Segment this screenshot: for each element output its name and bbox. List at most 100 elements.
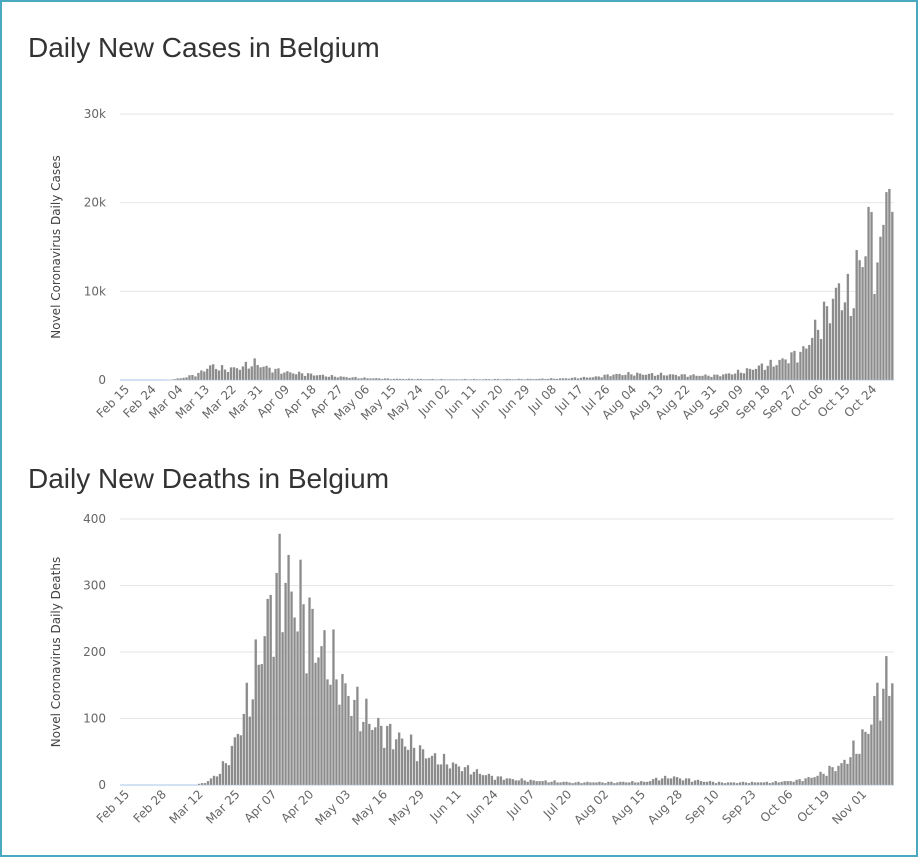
- bar[interactable]: [283, 372, 286, 381]
- bar[interactable]: [466, 764, 470, 786]
- bar[interactable]: [302, 604, 305, 786]
- bar[interactable]: [570, 377, 574, 381]
- bar[interactable]: [265, 365, 268, 381]
- bar[interactable]: [707, 375, 710, 381]
- bar[interactable]: [644, 374, 648, 381]
- bar[interactable]: [330, 374, 334, 381]
- bar[interactable]: [834, 287, 838, 381]
- bar[interactable]: [241, 366, 245, 381]
- bar[interactable]: [813, 776, 816, 786]
- bar[interactable]: [768, 782, 772, 786]
- bar[interactable]: [342, 376, 346, 381]
- bar[interactable]: [323, 629, 326, 786]
- bar[interactable]: [683, 373, 687, 381]
- bar[interactable]: [400, 738, 404, 786]
- bar[interactable]: [573, 377, 577, 381]
- bar[interactable]: [810, 777, 813, 786]
- bar[interactable]: [822, 773, 825, 786]
- bar[interactable]: [793, 350, 796, 381]
- bar[interactable]: [693, 780, 697, 786]
- bar[interactable]: [671, 374, 675, 381]
- bar[interactable]: [624, 782, 628, 786]
- bar[interactable]: [884, 655, 888, 786]
- bar[interactable]: [648, 780, 652, 786]
- bar[interactable]: [795, 779, 799, 786]
- bar[interactable]: [434, 379, 437, 381]
- bar[interactable]: [338, 704, 341, 786]
- bar[interactable]: [217, 370, 221, 381]
- bar[interactable]: [254, 639, 258, 786]
- bar[interactable]: [714, 782, 718, 786]
- bar[interactable]: [520, 378, 523, 381]
- bar[interactable]: [299, 559, 302, 786]
- bar[interactable]: [629, 374, 633, 381]
- bar[interactable]: [199, 370, 203, 381]
- bar[interactable]: [632, 375, 636, 381]
- bar[interactable]: [564, 378, 568, 381]
- bar[interactable]: [364, 698, 368, 786]
- bar[interactable]: [214, 368, 218, 381]
- bar[interactable]: [558, 378, 562, 381]
- bar[interactable]: [526, 781, 530, 786]
- bar[interactable]: [846, 273, 850, 381]
- bar[interactable]: [262, 366, 265, 381]
- bar[interactable]: [753, 782, 757, 786]
- bar[interactable]: [756, 782, 760, 786]
- bar[interactable]: [858, 259, 862, 381]
- bar[interactable]: [419, 378, 423, 381]
- bar[interactable]: [404, 378, 408, 381]
- bar[interactable]: [742, 373, 746, 381]
- bar[interactable]: [855, 249, 859, 381]
- bar[interactable]: [541, 780, 545, 786]
- bar[interactable]: [212, 775, 216, 786]
- bar[interactable]: [300, 373, 304, 381]
- bar[interactable]: [864, 256, 867, 381]
- bar[interactable]: [633, 782, 637, 786]
- bar[interactable]: [589, 782, 592, 786]
- bar[interactable]: [185, 377, 188, 381]
- bar[interactable]: [360, 377, 363, 381]
- bar[interactable]: [662, 375, 666, 381]
- bar[interactable]: [312, 375, 316, 381]
- bar[interactable]: [748, 368, 752, 381]
- bar[interactable]: [311, 608, 314, 786]
- bar[interactable]: [475, 379, 479, 381]
- bar[interactable]: [705, 781, 709, 786]
- bar[interactable]: [555, 378, 559, 381]
- bar[interactable]: [775, 364, 779, 381]
- bar[interactable]: [798, 778, 802, 786]
- bar[interactable]: [499, 379, 503, 381]
- bar[interactable]: [339, 376, 343, 381]
- bar[interactable]: [251, 699, 255, 786]
- bar[interactable]: [732, 782, 736, 786]
- bar[interactable]: [754, 368, 758, 381]
- bar[interactable]: [511, 379, 515, 381]
- bar[interactable]: [612, 374, 615, 381]
- bar[interactable]: [239, 735, 243, 786]
- bar[interactable]: [541, 378, 544, 381]
- bar[interactable]: [445, 764, 449, 786]
- bar[interactable]: [819, 338, 823, 381]
- bar[interactable]: [383, 378, 387, 381]
- bar[interactable]: [568, 782, 571, 786]
- bar[interactable]: [828, 765, 831, 786]
- bar[interactable]: [380, 378, 384, 381]
- bar[interactable]: [837, 283, 841, 381]
- bar[interactable]: [638, 373, 642, 381]
- bar[interactable]: [377, 378, 381, 381]
- bar[interactable]: [229, 367, 233, 381]
- bar[interactable]: [182, 377, 185, 381]
- bar[interactable]: [852, 308, 856, 381]
- bar[interactable]: [469, 379, 473, 381]
- bar[interactable]: [268, 367, 271, 381]
- bar[interactable]: [376, 717, 380, 786]
- bar[interactable]: [846, 763, 849, 786]
- bar[interactable]: [235, 367, 239, 381]
- bar[interactable]: [660, 778, 664, 786]
- bar[interactable]: [272, 656, 276, 786]
- bar[interactable]: [600, 377, 604, 381]
- bar[interactable]: [686, 376, 690, 381]
- bar[interactable]: [618, 373, 621, 381]
- bar[interactable]: [345, 376, 348, 381]
- bar[interactable]: [398, 378, 402, 381]
